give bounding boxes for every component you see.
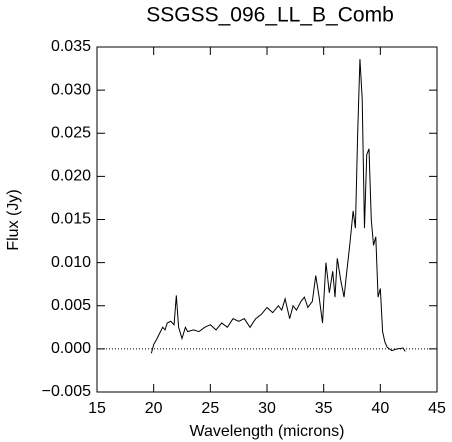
spectrum-line bbox=[150, 59, 406, 354]
y-tick-label: 0.000 bbox=[51, 340, 91, 357]
x-tick-label: 45 bbox=[428, 400, 446, 417]
y-tick-label: 0.025 bbox=[51, 124, 91, 141]
y-tick-label: 0.015 bbox=[51, 211, 91, 228]
x-tick-label: 25 bbox=[201, 400, 219, 417]
y-tick-label: 0.010 bbox=[51, 254, 91, 271]
y-axis-label: Flux (Jy) bbox=[5, 189, 22, 250]
x-axis-label: Wavelength (microns) bbox=[189, 423, 344, 440]
y-tick-label: 0.005 bbox=[51, 297, 91, 314]
y-tick-label: 0.035 bbox=[51, 38, 91, 55]
y-tick-label: 0.020 bbox=[51, 168, 91, 185]
x-tick-label: 15 bbox=[88, 400, 106, 417]
x-tick-label: 35 bbox=[315, 400, 333, 417]
y-tick-label: −0.005 bbox=[42, 383, 91, 400]
plot-frame bbox=[96, 46, 438, 393]
chart-title: SSGSS_096_LL_B_Comb bbox=[146, 4, 394, 27]
y-tick-label: 0.030 bbox=[51, 81, 91, 98]
x-tick-label: 20 bbox=[145, 400, 163, 417]
x-tick-label: 30 bbox=[258, 400, 276, 417]
x-tick-label: 40 bbox=[371, 400, 389, 417]
